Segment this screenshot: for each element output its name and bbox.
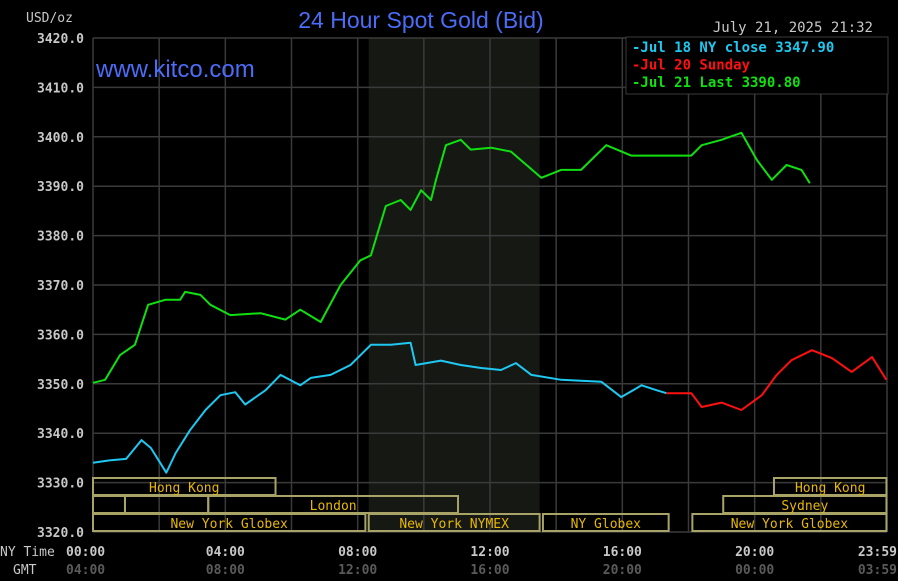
- session-label: New York NYMEX: [399, 517, 509, 532]
- y-tick-label: 3330.0: [37, 477, 84, 492]
- series-line-1: [666, 349, 888, 411]
- session-label: Sydney: [781, 499, 828, 514]
- x-tick-gmt: 16:00: [470, 563, 509, 578]
- y-axis-unit: USD/oz: [26, 11, 73, 26]
- y-tick-label: 3350.0: [37, 378, 84, 393]
- gmt-label: GMT: [13, 563, 37, 578]
- y-tick-label: 3340.0: [37, 427, 84, 442]
- session-label: New York Globex: [731, 517, 849, 532]
- session-label: London: [310, 499, 357, 514]
- legend-entry: -Jul 21 Last 3390.80: [632, 75, 801, 91]
- x-tick-ny: 00:00: [66, 545, 105, 560]
- x-tick-ny: 08:00: [338, 545, 377, 560]
- legend-entry: -Jul 18 NY close 3347.90: [632, 40, 834, 56]
- legend: -Jul 18 NY close 3347.90 -Jul 20 Sunday-J…: [625, 36, 889, 95]
- x-tick-gmt: 04:00: [66, 563, 105, 578]
- y-tick-label: 3420.0: [37, 32, 84, 47]
- y-tick-label: 3320.0: [37, 526, 84, 541]
- x-tick-gmt: 00:00: [735, 563, 774, 578]
- x-tick-ny: 23:59: [858, 545, 897, 560]
- session-label: Hong Kong: [795, 481, 865, 496]
- ny-time-label: NY Time: [0, 545, 55, 560]
- series-line-0: [92, 341, 667, 474]
- x-tick-ny: 16:00: [603, 545, 642, 560]
- session-box: [691, 513, 888, 532]
- x-tick-ny: 20:00: [735, 545, 774, 560]
- legend-box: [625, 36, 889, 95]
- y-tick-label: 3400.0: [37, 131, 84, 146]
- session-box: [367, 513, 541, 532]
- legend-entry: -Jul 20 Sunday: [632, 58, 751, 74]
- y-tick-label: 3390.0: [37, 180, 84, 195]
- session-label: New York Globex: [170, 517, 288, 532]
- session-box: [541, 513, 670, 532]
- y-tick-label: 3370.0: [37, 279, 84, 294]
- y-tick-label: 3360.0: [37, 328, 84, 343]
- y-tick-label: 3380.0: [37, 230, 84, 245]
- x-tick-ny: 12:00: [470, 545, 509, 560]
- x-tick-gmt: 20:00: [603, 563, 642, 578]
- session-box: [92, 513, 367, 532]
- x-tick-gmt: 03:59: [858, 563, 897, 578]
- y-tick-label: 3410.0: [37, 81, 84, 96]
- session-label: Hong Kong: [149, 481, 219, 496]
- kitco-watermark[interactable]: www.kitco.com: [95, 56, 255, 83]
- chart-title: 24 Hour Spot Gold (Bid): [298, 7, 543, 33]
- timestamp: July 21, 2025 21:32: [713, 20, 873, 36]
- series-line-2: [92, 131, 811, 384]
- x-tick-gmt: 08:00: [206, 563, 245, 578]
- x-tick-gmt: 12:00: [338, 563, 377, 578]
- x-tick-ny: 04:00: [206, 545, 245, 560]
- session-label: NY Globex: [571, 517, 642, 532]
